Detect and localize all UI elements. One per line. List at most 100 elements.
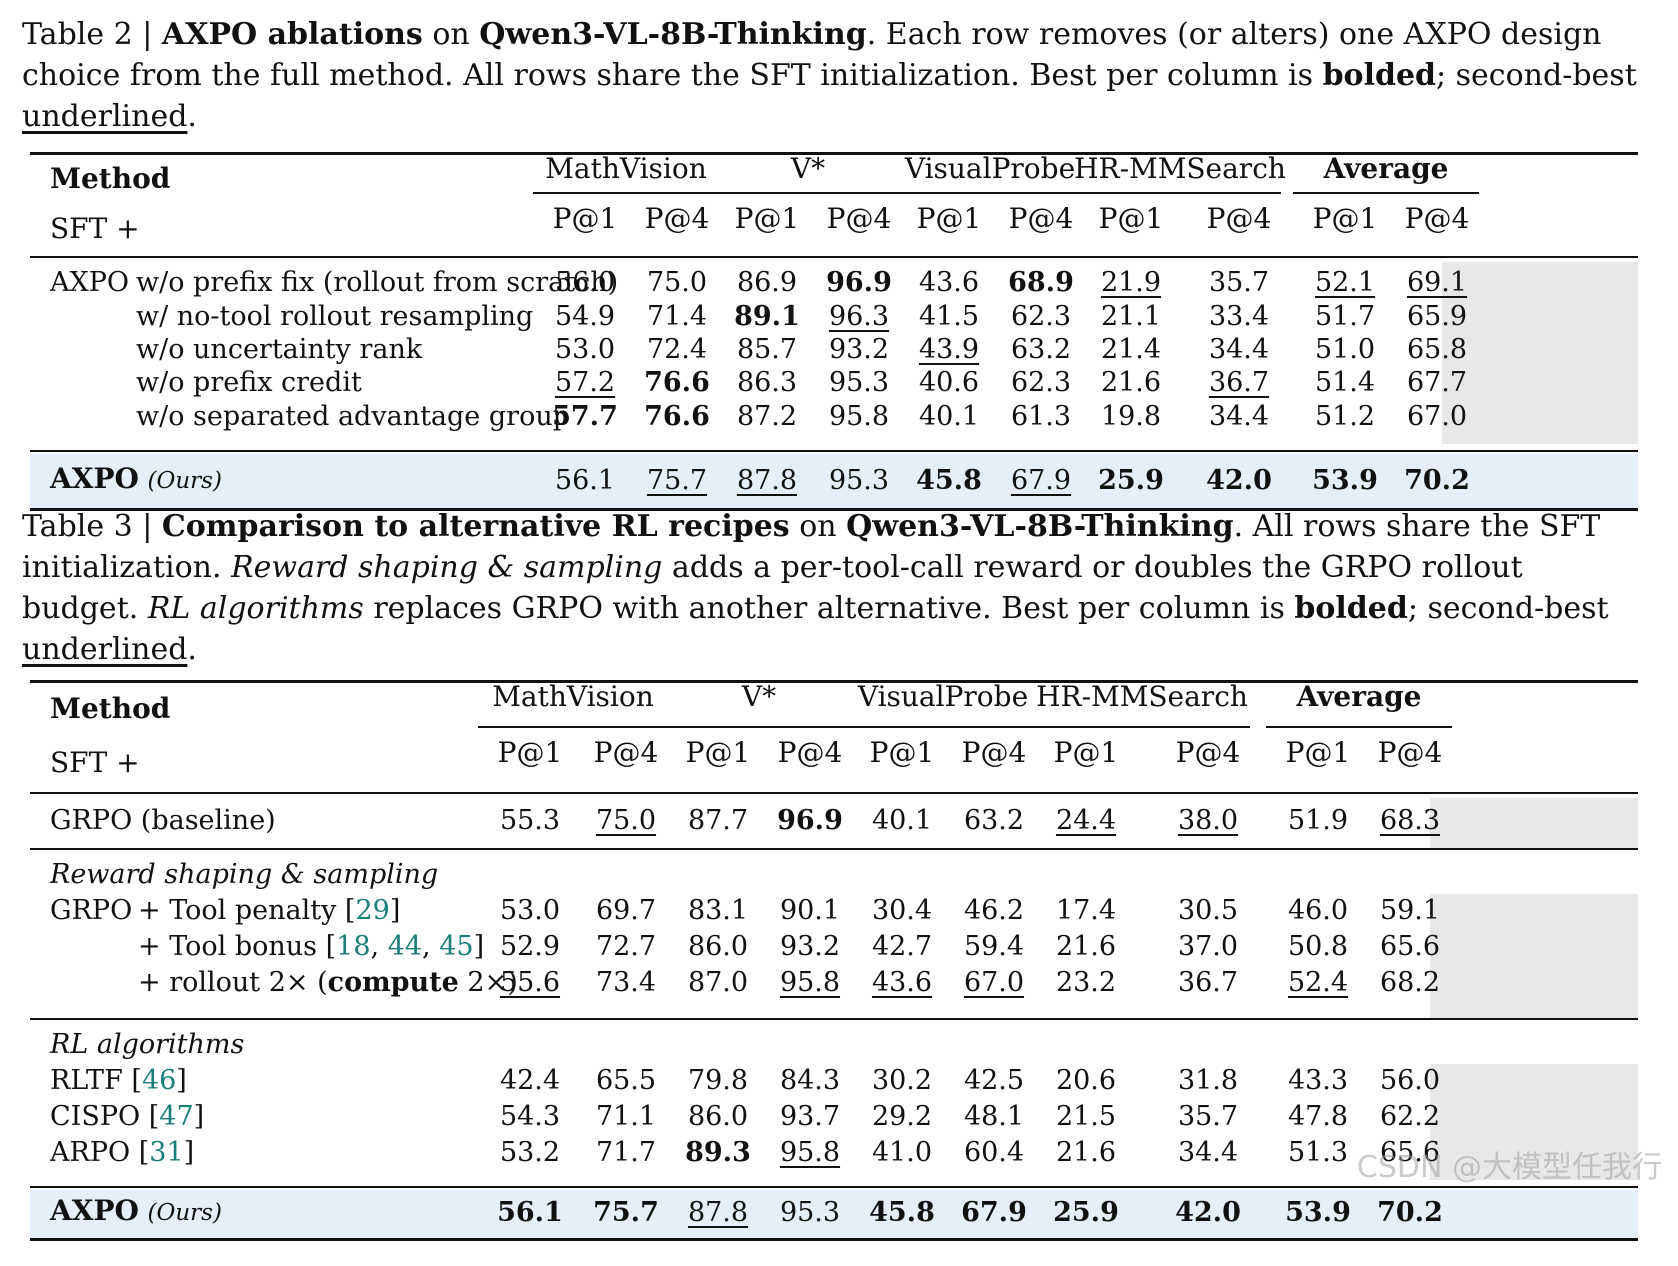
value-cell: 76.6 xyxy=(644,401,710,432)
value-cell: 38.0 xyxy=(1177,805,1239,836)
column-group-header: MathVision xyxy=(545,152,707,185)
citation-link[interactable]: 29 xyxy=(355,895,390,926)
group-underline xyxy=(1266,726,1452,728)
value-cell: 51.9 xyxy=(1287,805,1349,836)
average-shade xyxy=(1430,894,1638,1018)
method-text: + Tool bonus xyxy=(138,931,326,962)
value-cell: 62.3 xyxy=(1010,301,1072,332)
citation-bracket: ] xyxy=(473,931,485,962)
citation-link[interactable]: 45 xyxy=(439,931,474,962)
value-cell: 95.8 xyxy=(779,967,841,998)
value-cell: 65.9 xyxy=(1406,301,1468,332)
value-cell: 25.9 xyxy=(1053,1197,1119,1228)
value-cell: 71.7 xyxy=(595,1137,657,1168)
citation-link[interactable]: 31 xyxy=(149,1137,184,1168)
subcolumn-header: P@4 xyxy=(1377,736,1443,769)
value-cell: 57.2 xyxy=(554,367,616,398)
value-cell: 75.0 xyxy=(646,267,708,298)
column-group-header: VisualProbe xyxy=(857,680,1029,713)
value-cell: 23.2 xyxy=(1055,967,1117,998)
value-cell: 55.6 xyxy=(499,967,561,998)
value-cell: 41.5 xyxy=(918,301,980,332)
value-cell: 73.4 xyxy=(595,967,657,998)
value-cell: 85.7 xyxy=(736,334,798,365)
value-cell: 29.2 xyxy=(871,1101,933,1132)
value-cell: 31.8 xyxy=(1177,1065,1239,1096)
value-cell: 52.9 xyxy=(499,931,561,962)
value-cell: 34.4 xyxy=(1208,401,1270,432)
value-cell: 70.2 xyxy=(1404,465,1470,496)
subcolumn-header: P@1 xyxy=(916,202,982,235)
method-label: RLTF [46] xyxy=(50,1065,187,1096)
subcolumn-header: P@1 xyxy=(1312,202,1378,235)
rl-rule xyxy=(30,1186,1638,1188)
value-cell: 62.3 xyxy=(1010,367,1072,398)
subcolumn-header: P@4 xyxy=(593,736,659,769)
top-rule xyxy=(30,152,1638,155)
value-cell: 67.9 xyxy=(961,1197,1027,1228)
value-cell: 40.6 xyxy=(918,367,980,398)
value-cell: 21.4 xyxy=(1100,334,1162,365)
value-cell: 52.4 xyxy=(1287,967,1349,998)
value-cell: 21.9 xyxy=(1100,267,1162,298)
value-cell: 89.3 xyxy=(685,1137,751,1168)
value-cell: 93.2 xyxy=(828,334,890,365)
group-underline xyxy=(478,726,668,728)
method-text: ARPO xyxy=(50,1137,139,1168)
value-cell: 89.1 xyxy=(734,301,800,332)
value-cell: 56.1 xyxy=(497,1197,563,1228)
group-underline xyxy=(1034,726,1250,728)
baseline-rule xyxy=(30,848,1638,850)
table2-caption: Table 2 | AXPO ablations on Qwen3-VL-8B-… xyxy=(22,17,1637,134)
value-cell: 21.1 xyxy=(1100,301,1162,332)
header-rule xyxy=(30,792,1638,794)
value-cell: 67.7 xyxy=(1406,367,1468,398)
method-label: + Tool bonus [18, 44, 45] xyxy=(138,931,485,962)
ablation-label: w/o prefix credit xyxy=(136,367,362,398)
value-cell: 87.0 xyxy=(687,967,749,998)
value-cell: 40.1 xyxy=(871,805,933,836)
method-label: + Tool penalty [29] xyxy=(138,894,400,928)
value-cell: 43.6 xyxy=(918,267,980,298)
value-cell: 87.8 xyxy=(736,465,798,496)
ours-label: AXPO (Ours) xyxy=(50,1194,222,1227)
value-cell: 30.5 xyxy=(1177,895,1239,926)
value-cell: 42.4 xyxy=(499,1065,561,1096)
citation-link[interactable]: 44 xyxy=(387,931,423,962)
column-group-header: Average xyxy=(1323,152,1449,185)
citation-bracket: ] xyxy=(389,895,401,926)
value-cell: 53.9 xyxy=(1312,465,1378,496)
value-cell: 79.8 xyxy=(687,1065,749,1096)
sft-label: SFT + xyxy=(50,746,140,779)
value-cell: 68.2 xyxy=(1379,967,1441,998)
value-cell: 72.4 xyxy=(646,334,708,365)
value-cell: 90.1 xyxy=(779,895,841,926)
value-cell: 68.9 xyxy=(1008,267,1074,298)
column-group-header: V* xyxy=(790,152,826,185)
subcolumn-header: P@4 xyxy=(1175,736,1241,769)
value-cell: 21.6 xyxy=(1055,1137,1117,1168)
value-cell: 48.1 xyxy=(963,1101,1025,1132)
value-cell: 51.3 xyxy=(1287,1137,1349,1168)
value-cell: 35.7 xyxy=(1208,267,1270,298)
value-cell: 95.8 xyxy=(828,401,890,432)
value-cell: 67.0 xyxy=(963,967,1025,998)
value-cell: 87.2 xyxy=(736,401,798,432)
value-cell: 96.9 xyxy=(777,805,843,836)
method-text: RLTF xyxy=(50,1065,132,1096)
value-cell: 65.6 xyxy=(1379,1137,1441,1168)
rs-rule xyxy=(30,1018,1638,1020)
header-rule xyxy=(30,256,1638,258)
citation-link[interactable]: 18 xyxy=(336,931,371,962)
value-cell: 47.8 xyxy=(1287,1101,1349,1132)
bottom-rule xyxy=(30,1238,1638,1241)
value-cell: 95.3 xyxy=(779,1197,841,1228)
citation-link[interactable]: 46 xyxy=(141,1065,177,1096)
value-cell: 42.0 xyxy=(1206,465,1272,496)
value-cell: 45.8 xyxy=(916,465,982,496)
subcolumn-header: P@4 xyxy=(961,736,1027,769)
value-cell: 56.1 xyxy=(554,465,616,496)
value-cell: 43.3 xyxy=(1287,1065,1349,1096)
table2: Method SFT + MathVision V* VisualProbe HR-M… xyxy=(30,152,1638,514)
citation-link[interactable]: 47 xyxy=(159,1101,194,1132)
